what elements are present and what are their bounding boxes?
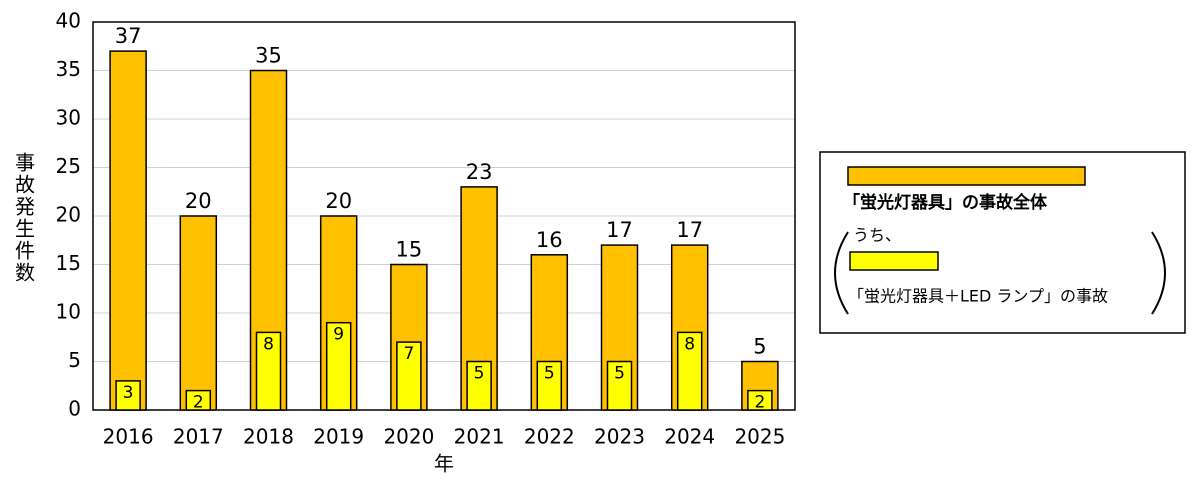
bar [606,360,633,411]
y-tick-label: 30 [56,106,81,130]
x-tick-label: 2022 [524,425,575,449]
bar [179,215,218,411]
bar [109,50,147,411]
data-label: 2 [754,393,765,413]
y-tick-label: 15 [56,251,81,275]
bar [676,331,703,411]
x-tick-label: 2024 [664,425,715,449]
x-tick-label: 2021 [454,425,505,449]
bar [185,389,212,411]
x-tick-label: 2019 [313,425,364,449]
y-tick-label: 35 [56,57,81,81]
y-tick-label: 10 [56,300,81,324]
data-label: 3 [123,383,134,403]
legend-swatch [849,251,939,271]
y-axis-label: 事故発生件数 [12,152,36,284]
x-tick-label: 2017 [173,425,224,449]
data-label: 37 [115,24,142,48]
data-label: 5 [614,364,625,384]
legend-label: 「蛍光灯器具」の事故全体 [843,192,1048,213]
data-label: 20 [185,189,212,213]
x-tick-label: 2025 [734,425,785,449]
data-label: 35 [255,44,282,68]
data-label: 5 [544,364,555,384]
x-tick-label: 2016 [103,425,154,449]
bar [115,380,141,411]
data-label: 15 [396,238,423,262]
data-label: 23 [466,160,493,184]
data-label: 2 [193,393,204,413]
bar [325,321,352,411]
bar [466,360,492,411]
legend-paren [834,231,849,315]
legend-prefix: うち、 [853,226,901,245]
legend-paren [1151,231,1166,315]
data-label: 5 [474,364,485,384]
legend-swatch [847,166,1086,186]
data-label: 16 [536,228,563,252]
bar [255,331,282,411]
bar [396,341,422,411]
x-axis-label: 年 [434,452,454,476]
data-label: 8 [684,334,695,354]
y-tick-label: 25 [56,154,81,178]
y-tick-label: 40 [56,9,81,33]
data-label: 17 [676,218,703,242]
y-tick-label: 5 [68,348,81,372]
data-label: 17 [606,218,633,242]
legend-label: 「蛍光灯器具＋LED ランプ」の事故 [848,287,1108,306]
bar [536,360,563,411]
data-label: 8 [263,334,274,354]
x-tick-label: 2018 [243,425,294,449]
y-tick-label: 0 [68,397,81,421]
y-tick-label: 20 [56,203,81,227]
bar [747,389,773,411]
plot-frame [92,21,796,411]
data-label: 5 [753,335,766,359]
x-tick-label: 2020 [383,425,434,449]
data-label: 9 [333,325,344,345]
x-tick-label: 2023 [594,425,645,449]
data-label: 20 [325,189,352,213]
data-label: 7 [403,344,414,364]
